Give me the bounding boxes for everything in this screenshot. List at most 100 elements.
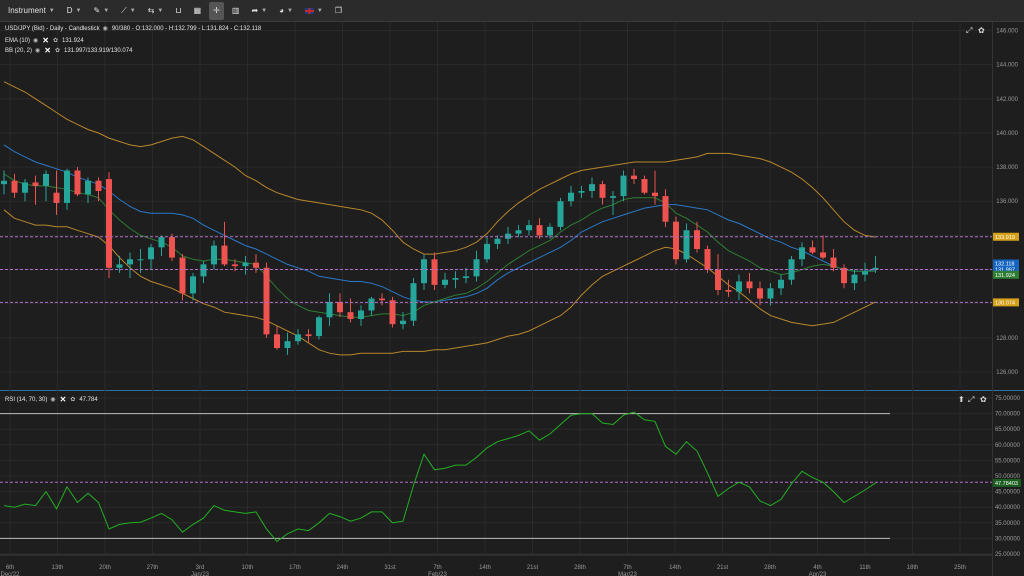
maximize-icon[interactable]: ⤢ [968, 395, 975, 404]
rsi-tick-label: 55.00000 [995, 458, 1021, 464]
close-icon[interactable]: ✕ [44, 46, 52, 55]
windows-icon: ❐ [334, 6, 343, 15]
candle-up [568, 192, 574, 202]
rsi-tick-label: 70.00000 [995, 412, 1021, 418]
time-month-label: Mar/23 [618, 572, 637, 576]
chevron-down-icon: ▼ [129, 7, 136, 14]
time-tick-label: 13th [52, 565, 64, 571]
candle-down [305, 334, 312, 337]
candle-down [232, 264, 238, 267]
candle-up [64, 170, 70, 203]
candle-down [253, 262, 259, 268]
rsi-tick-label: 45.00000 [995, 490, 1021, 496]
candle-up [400, 320, 406, 325]
bar-chart-button[interactable]: ▥ [228, 2, 244, 20]
share-button[interactable]: ➦ ▼ [247, 2, 271, 20]
gear-icon[interactable]: ✿ [52, 38, 59, 44]
time-tick-label: 31st [384, 565, 396, 571]
candle-up [22, 182, 28, 193]
candle-up [683, 230, 690, 260]
rsi-tick-label: 40.00000 [995, 505, 1021, 511]
candle-down [169, 237, 175, 258]
shapes-tool-button[interactable]: ⇆ ▼ [144, 2, 168, 20]
maximize-icon[interactable]: ⤢ [966, 26, 973, 35]
candle-up [1, 180, 7, 185]
close-icon[interactable]: ✕ [59, 395, 68, 404]
candle-up [326, 301, 333, 318]
lines-tool-button[interactable]: ⟋ ▼ [117, 2, 140, 20]
uk-flag-icon [304, 7, 314, 14]
time-tick-label: 21st [527, 565, 539, 571]
ema-value: 131.924 [62, 37, 84, 44]
theme-button[interactable]: ◕ ▼ [275, 2, 297, 20]
candle-down [347, 312, 354, 320]
eye-icon[interactable]: ◉ [33, 38, 40, 44]
bucket-button[interactable]: ⊔ [171, 2, 185, 20]
rsi-tick-label: 25.00000 [995, 552, 1021, 558]
legend-main-title: USD/JPY (Bid) - Daily - Candlestick [5, 25, 100, 32]
eye-icon[interactable]: ◉ [102, 26, 109, 32]
candle-down [641, 179, 648, 193]
chevron-down-icon: ▼ [48, 7, 55, 14]
language-button[interactable]: ▼ [301, 2, 327, 20]
candle-up [589, 184, 595, 191]
time-month-label: Jan/23 [191, 572, 210, 576]
candle-up [316, 317, 322, 337]
candle-up [494, 238, 501, 244]
windows-button[interactable]: ❐ [331, 2, 346, 20]
time-tick-label: 10th [242, 565, 254, 571]
settings-icon[interactable]: ✿ [978, 26, 985, 35]
rsi-tick-label: 50.00000 [995, 474, 1021, 480]
time-tick-label: 3rd [196, 565, 205, 571]
candle-up [148, 247, 154, 260]
crosshair-move-button[interactable]: ✛ [209, 1, 224, 20]
candle-up [505, 233, 511, 239]
gear-icon[interactable]: ✿ [70, 397, 77, 403]
candle-up [851, 274, 858, 284]
candle-up [85, 180, 91, 195]
rsi-tick-label: 65.00000 [995, 427, 1021, 433]
candle-down [536, 225, 543, 236]
time-tick-label: 28th [764, 565, 776, 571]
time-tick-label: 4th [813, 565, 821, 571]
candle-up [547, 226, 553, 236]
candle-up [473, 259, 480, 277]
layout-grid-button[interactable]: ▦ [190, 2, 206, 20]
time-tick-label: 17th [289, 565, 301, 571]
chart-area[interactable]: 146.000 144.000 142.000 140.000 138.000 136.0… [0, 22, 1024, 576]
candle-down [599, 184, 606, 198]
time-tick-label: 7th [433, 565, 441, 571]
price-badge [993, 265, 1019, 274]
candle-up [211, 245, 217, 265]
candle-down [179, 257, 186, 294]
rsi-value: 47.784 [79, 396, 98, 403]
candle-down [715, 269, 721, 290]
candle-up [137, 259, 144, 261]
main-legend: USD/JPY (Bid) - Daily - Candlestick ◉ 90… [5, 25, 262, 33]
move-up-icon[interactable]: ⬆ [958, 395, 965, 404]
eye-icon[interactable]: ◉ [50, 397, 57, 403]
candle-down [389, 300, 396, 325]
price-tick-label: 126.000 [996, 370, 1018, 376]
candle-up [190, 276, 196, 294]
time-tick-label: 24th [337, 565, 349, 571]
eye-icon[interactable]: ◉ [35, 48, 42, 54]
settings-icon[interactable]: ✿ [980, 395, 987, 404]
candle-up [463, 276, 469, 279]
candle-down [820, 252, 826, 258]
gear-icon[interactable]: ✿ [54, 48, 61, 54]
legend-main-values: 90/380 - O:132.000 - H:132.799 - L:131.8… [111, 25, 262, 32]
candle-up [452, 278, 459, 280]
close-icon[interactable]: ✕ [42, 36, 50, 45]
price-tick-label: 144.000 [996, 63, 1018, 69]
instrument-dropdown[interactable]: Instrument ▼ [4, 2, 59, 20]
drawing-pencil-button[interactable]: ✎ ▼ [89, 2, 113, 20]
price-badge-label: 131.924 [995, 273, 1015, 279]
panel-divider [0, 390, 1024, 391]
candle-down [694, 230, 700, 250]
rsi-panel: 75.00000 70.00000 65.00000 60.00000 55.00000… [0, 396, 1021, 558]
period-dropdown[interactable]: D ▼ [63, 2, 86, 20]
bar-chart-icon: ▥ [231, 6, 240, 15]
time-tick-label: 7th [623, 565, 631, 571]
candle-down [337, 301, 343, 313]
